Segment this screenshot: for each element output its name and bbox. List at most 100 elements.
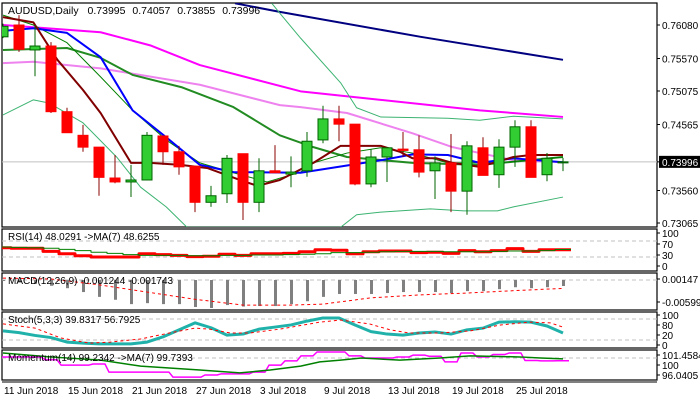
candle[interactable]: [557, 157, 569, 172]
macd-histogram-bar: [66, 280, 69, 289]
macd-histogram-bar: [146, 280, 149, 304]
macd-histogram-bar: [354, 280, 357, 294]
date-axis-label: 21 Jun 2018: [132, 386, 187, 397]
macd-histogram-bar: [434, 280, 437, 293]
candle-body: [413, 149, 425, 173]
stoch-main-line: [2, 316, 564, 346]
candle[interactable]: [205, 185, 217, 207]
stoch-axis-label: 100: [662, 311, 679, 322]
candle[interactable]: [349, 123, 361, 186]
candle-body: [349, 123, 361, 185]
open-value: 0.73995: [88, 5, 126, 17]
moving-average-line-2: [2, 24, 564, 118]
price-axis-label: 0.76080: [662, 21, 699, 32]
candle[interactable]: [317, 105, 329, 144]
momentum-axis-label: 96.0405: [662, 371, 699, 382]
stochastic-panel[interactable]: [2, 316, 657, 346]
candle[interactable]: [189, 165, 201, 213]
candle[interactable]: [125, 164, 137, 198]
close-value: 0.73996: [222, 5, 260, 17]
candle[interactable]: [285, 156, 297, 188]
candle[interactable]: [493, 139, 505, 188]
momentum-axis-label: 100: [662, 361, 679, 372]
candle[interactable]: [93, 146, 105, 196]
candle-body: [77, 134, 89, 148]
candle[interactable]: [477, 137, 489, 176]
candle-body: [381, 147, 393, 158]
rsi-axis-label: 30: [662, 251, 674, 262]
candle[interactable]: [157, 135, 169, 165]
price-axis-label: 0.75075: [662, 87, 699, 98]
candle-body: [109, 177, 121, 183]
candle-body: [509, 126, 521, 148]
candle[interactable]: [461, 141, 473, 215]
macd-histogram-bar: [306, 280, 309, 302]
price-axis-label: 0.75570: [662, 54, 699, 65]
candle[interactable]: [29, 25, 41, 77]
candle[interactable]: [397, 132, 409, 157]
candle[interactable]: [221, 155, 233, 203]
candle-body: [157, 135, 169, 153]
candle[interactable]: [61, 107, 73, 134]
symbol-timeframe: AUDUSD,Daily: [8, 5, 79, 17]
stoch-signal-line: [2, 319, 564, 344]
candle[interactable]: [0, 23, 9, 39]
candle[interactable]: [13, 15, 25, 52]
stoch-axis-label: 0: [662, 341, 668, 352]
macd-histogram-bar: [482, 280, 485, 292]
candle[interactable]: [77, 124, 89, 152]
date-axis-label: 13 Jul 2018: [388, 386, 440, 397]
price-axis-label: 0.73560: [662, 186, 699, 197]
candle[interactable]: [237, 153, 249, 221]
macd-histogram-bar: [178, 280, 181, 305]
axes: 0.76080 0.75570 0.75075 0.74565 0.73560 0.730…: [4, 21, 700, 397]
date-axis-label: 27 Jun 2018: [196, 386, 251, 397]
candle[interactable]: [381, 147, 393, 182]
main-frame: [1, 2, 658, 228]
macd-histogram-bar: [2, 280, 5, 281]
candle[interactable]: [45, 42, 57, 113]
date-axis-label: 25 Jul 2018: [516, 386, 568, 397]
macd-histogram-bar: [226, 280, 229, 306]
candle[interactable]: [301, 132, 313, 177]
candle-body: [253, 170, 265, 203]
candle[interactable]: [541, 153, 553, 182]
candle-body: [285, 171, 297, 175]
candle[interactable]: [365, 149, 377, 188]
moving-average-line-1: [234, 3, 564, 61]
candle[interactable]: [413, 135, 425, 178]
candle-body: [93, 146, 105, 178]
candle[interactable]: [109, 155, 121, 184]
candle[interactable]: [253, 158, 265, 213]
moving-average-line-8: [271, 3, 564, 121]
macd-histogram-bar: [50, 280, 53, 286]
candle-body: [461, 145, 473, 192]
candle[interactable]: [333, 105, 345, 142]
candle[interactable]: [141, 132, 153, 181]
date-axis-label: 11 Jun 2018: [4, 386, 59, 397]
candle-body: [237, 153, 249, 203]
macd-histogram-bar: [546, 280, 549, 288]
candle-body: [45, 45, 57, 113]
momentum-panel[interactable]: [0, 351, 657, 378]
candle[interactable]: [445, 134, 457, 213]
stoch-axis-label: 80: [662, 321, 674, 332]
candle[interactable]: [429, 156, 441, 200]
candle[interactable]: [173, 145, 185, 175]
main-price-panel[interactable]: [0, 3, 657, 227]
macd-panel[interactable]: [2, 277, 657, 308]
candle-body: [541, 157, 553, 176]
momentum-label: Momentum(14) 99.2342 ->MA(7) 99.7393: [8, 353, 193, 364]
candle[interactable]: [269, 145, 281, 174]
candle[interactable]: [509, 120, 521, 167]
candle[interactable]: [525, 120, 537, 178]
candle-body: [333, 118, 345, 125]
momentum-frame: [1, 349, 658, 381]
rsi-panel[interactable]: [0, 240, 657, 259]
macd-histogram-bar: [338, 280, 341, 294]
candle-body: [317, 118, 329, 141]
macd-signal-line: [2, 277, 564, 306]
macd-histogram-bar: [274, 280, 277, 307]
